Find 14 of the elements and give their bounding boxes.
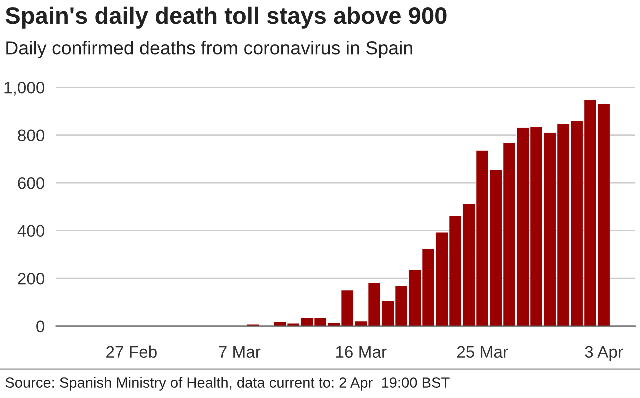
y-tick-label: 800	[18, 130, 45, 142]
x-tick-label: 25 Mar	[457, 346, 508, 358]
x-tick-label: 27 Feb	[106, 346, 157, 358]
chart-title: Spain's daily death toll stays above 900	[6, 6, 447, 29]
x-tick-label: 3 Apr	[585, 346, 624, 362]
y-tick-label: 0	[36, 320, 45, 333]
y-tick-label: 1,000	[4, 82, 45, 96]
x-tick-label: 7 Mar	[219, 346, 261, 358]
y-tick-label: 400	[18, 225, 45, 238]
x-tick-label: 16 Mar	[336, 346, 387, 358]
chart-subtitle: Daily confirmed deaths from coronavirus in Spain	[6, 41, 412, 58]
source-note: Source: Spanish Ministry of Health, data current to: 2 Apr 19:00 BST	[6, 377, 450, 391]
y-tick-label: 200	[18, 273, 45, 285]
y-tick-label: 600	[18, 177, 45, 190]
